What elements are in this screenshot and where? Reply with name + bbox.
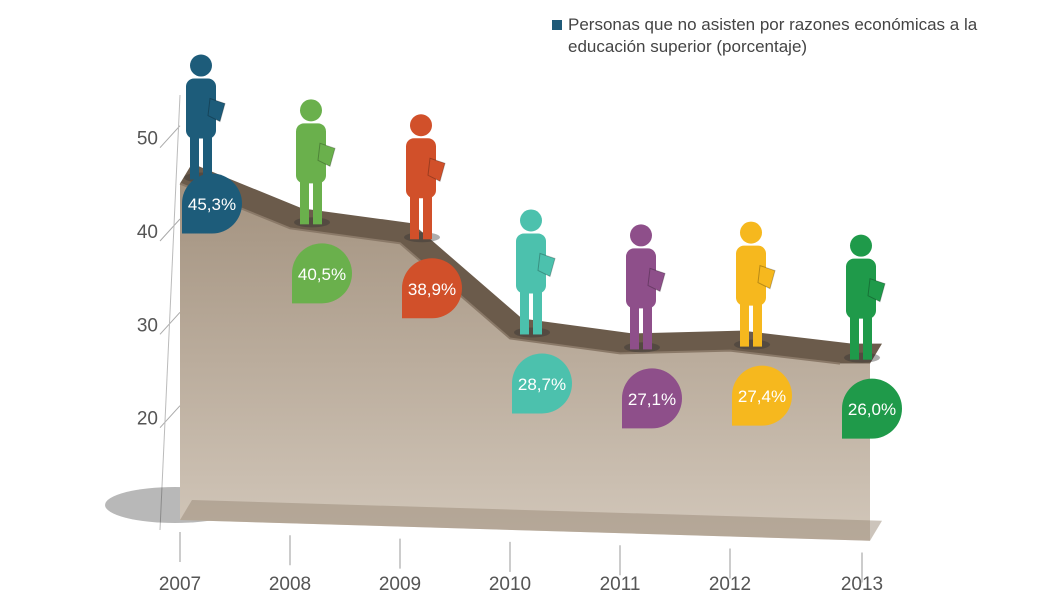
figure-bag	[317, 142, 336, 168]
figure-head	[190, 54, 212, 77]
value-label: 45,3%	[188, 195, 236, 214]
figure-leg	[190, 133, 199, 180]
y-tick	[159, 125, 181, 149]
figure	[844, 234, 886, 363]
figure-shadow	[844, 352, 880, 363]
value-bubble	[512, 353, 572, 414]
x-tick-label: 2009	[379, 574, 421, 595]
figure-body	[516, 233, 546, 294]
figure-leg	[740, 300, 749, 347]
y-tick	[159, 218, 181, 242]
figure-body	[736, 245, 766, 306]
figure-head	[630, 224, 652, 247]
y-tick	[159, 405, 181, 429]
x-tick-label: 2007	[159, 574, 201, 595]
area-line	[179, 182, 841, 365]
y-axis	[159, 94, 181, 531]
figure-leg	[300, 178, 309, 225]
figure-shadow	[404, 232, 440, 243]
value-label: 40,5%	[298, 265, 346, 284]
legend-swatch	[552, 20, 562, 30]
figure-head	[850, 234, 872, 257]
y-tick-label: 20	[137, 409, 158, 430]
legend: Personas que no asisten por razones econ…	[552, 14, 1028, 58]
figure-leg	[863, 313, 872, 360]
figure	[514, 209, 556, 338]
figure-leg	[313, 178, 322, 225]
figure-bag	[537, 252, 556, 278]
figure	[294, 99, 336, 228]
figure-shadow	[514, 327, 550, 338]
area-bottom	[180, 500, 882, 541]
figure-bag	[647, 267, 666, 293]
figure-shadow	[734, 339, 770, 350]
value-label: 27,1%	[628, 390, 676, 409]
value-bubble	[182, 173, 243, 234]
figure-bag	[207, 97, 226, 123]
value-label: 27,4%	[738, 387, 786, 406]
value-bubble	[842, 378, 902, 439]
figure-leg	[850, 313, 859, 360]
figure-leg	[533, 288, 542, 335]
figure-leg	[643, 303, 652, 350]
x-tick-label: 2010	[489, 574, 531, 595]
legend-label: Personas que no asisten por razones econ…	[568, 15, 978, 56]
value-label: 28,7%	[518, 375, 566, 394]
figure-head	[520, 209, 542, 232]
figure-shadow	[294, 217, 330, 228]
figure-leg	[203, 133, 212, 180]
x-tick-label: 2012	[709, 574, 751, 595]
value-bubble	[402, 258, 463, 319]
value-bubble	[292, 243, 352, 304]
figure-bag	[757, 264, 776, 290]
figure-leg	[630, 303, 639, 350]
figure-body	[846, 258, 876, 319]
x-tick-label: 2008	[269, 574, 311, 595]
value-label: 26,0%	[848, 400, 896, 419]
figure-head	[410, 114, 432, 137]
x-tick-label: 2013	[841, 574, 883, 595]
value-bubble	[622, 368, 682, 429]
figure	[404, 114, 446, 243]
figure-head	[740, 221, 762, 244]
figure-leg	[423, 193, 432, 240]
y-tick-label: 30	[137, 315, 158, 336]
area-top	[180, 163, 882, 364]
figure-leg	[753, 300, 762, 347]
y-tick-label: 40	[137, 222, 158, 243]
figure-body	[406, 138, 436, 199]
figure-bag	[867, 277, 886, 303]
figure	[184, 54, 226, 183]
figure-head	[300, 99, 322, 122]
figure	[624, 224, 666, 353]
figure-body	[296, 123, 326, 184]
value-label: 38,9%	[408, 280, 456, 299]
figure-body	[186, 78, 216, 139]
figure-leg	[410, 193, 419, 240]
x-tick-label: 2011	[600, 574, 641, 595]
figure-shadow	[624, 342, 660, 353]
figure-body	[626, 248, 656, 309]
value-bubble	[732, 365, 793, 426]
figure-leg	[520, 288, 529, 335]
figure-bag	[427, 157, 446, 182]
figure	[734, 221, 776, 350]
y-tick-label: 50	[137, 129, 158, 150]
